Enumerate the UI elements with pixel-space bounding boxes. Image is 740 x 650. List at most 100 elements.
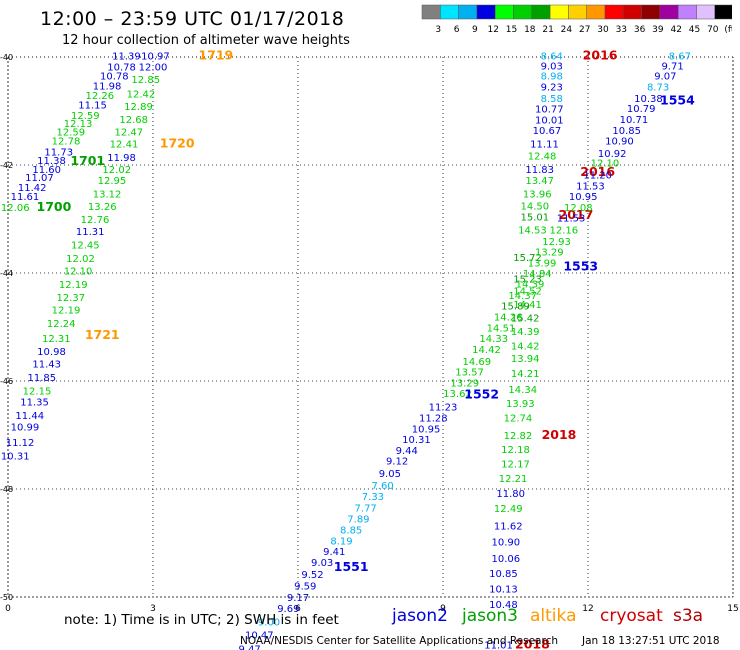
legend-s3a: s3a xyxy=(673,606,704,626)
x-tick-label: 15 xyxy=(727,604,738,614)
wave-height-value: 12.02 xyxy=(102,165,131,176)
wave-height-value: 10.95 xyxy=(412,424,441,435)
x-tick-label: 6 xyxy=(295,604,301,614)
wave-height-value: 9.07 xyxy=(654,72,676,83)
wave-height-value: 10.78 xyxy=(107,63,136,74)
wave-height-value: 8.64 xyxy=(541,52,563,63)
wave-height-value: 9.12 xyxy=(386,457,408,468)
pass-id-label: 1700 xyxy=(37,199,72,214)
wave-height-value: 11.98 xyxy=(93,81,122,92)
wave-height-value: 13.62 xyxy=(443,389,472,400)
wave-height-value: 9.71 xyxy=(661,61,683,72)
wave-height-value: 10.67 xyxy=(533,126,562,137)
wave-height-value: 8.73 xyxy=(647,82,669,93)
credit-line: NOAA/NESDIS Center for Satellite Applica… xyxy=(240,635,558,647)
wave-height-value: 11.43 xyxy=(32,360,61,371)
wave-height-value: 13.57 xyxy=(455,368,484,379)
wave-height-value: 12.19 xyxy=(52,306,81,317)
wave-height-value: 11.12 xyxy=(6,438,35,449)
y-tick-label: -40 xyxy=(0,53,13,62)
wave-height-value: 11.38 xyxy=(37,156,66,167)
wave-height-value: 10.90 xyxy=(492,538,521,549)
x-tick-label: 0 xyxy=(5,604,11,614)
pass-id-label: 1719 xyxy=(198,48,233,63)
wave-height-value: 8.98 xyxy=(541,72,563,83)
wave-height-value: 11.61 xyxy=(11,192,40,203)
wave-height-value: 11.42 xyxy=(18,183,47,194)
wave-height-value: 11.53 xyxy=(557,214,586,225)
wave-height-value: 8.58 xyxy=(541,94,563,105)
wave-height-value: 11.15 xyxy=(78,100,107,111)
wave-height-value: 7.33 xyxy=(362,492,384,503)
wave-height-value: 14.53 xyxy=(518,226,547,237)
wave-height-value: 14.52 xyxy=(513,287,542,298)
wave-height-value: 11.85 xyxy=(28,373,57,384)
wave-height-value: 13.93 xyxy=(506,399,535,410)
scale-label: 15 xyxy=(506,25,517,35)
wave-height-value: 8.19 xyxy=(330,537,352,548)
wave-height-value: 12.21 xyxy=(499,474,528,485)
wave-height-value: 11.53 xyxy=(576,181,605,192)
y-tick-label: -46 xyxy=(0,377,13,386)
scale-label: 21 xyxy=(542,25,553,35)
wave-height-value: 8.85 xyxy=(340,525,362,536)
pass-id-label: 1553 xyxy=(563,258,598,273)
scale-label: 42 xyxy=(670,25,681,35)
wave-height-value: 12.37 xyxy=(57,293,86,304)
wave-height-value: 8.67 xyxy=(669,52,691,63)
wave-height-value: 10.78 xyxy=(100,72,129,83)
wave-height-value: 9.69 xyxy=(277,604,299,615)
wave-height-value: 10.98 xyxy=(37,347,66,358)
wave-height-value: 12.31 xyxy=(42,334,71,345)
scale-label: 39 xyxy=(652,25,664,35)
units-note: note: 1) Time is in UTC; 2) SWH is in fe… xyxy=(64,612,339,628)
wave-height-value: 11.20 xyxy=(583,171,612,182)
wave-height-value: 9.05 xyxy=(379,469,401,480)
wave-height-value: 9.23 xyxy=(541,82,563,93)
wave-height-value: 10.95 xyxy=(569,192,598,203)
wave-height-value: 10.97 xyxy=(141,52,170,63)
wave-height-value: 9.59 xyxy=(294,581,316,592)
scale-label: 6 xyxy=(454,25,460,35)
generated-timestamp: Jan 18 13:27:51 UTC 2018 xyxy=(582,635,720,647)
x-tick-label: 3 xyxy=(150,604,156,614)
page-subtitle: 12 hour collection of altimeter wave hei… xyxy=(62,33,350,48)
wave-height-value: 13.29 xyxy=(450,378,479,389)
wave-height-value: 12.42 xyxy=(127,90,156,101)
wave-height-value: 12.76 xyxy=(81,215,110,226)
x-tick-label: 9 xyxy=(440,604,446,614)
wave-height-value: 12.19 xyxy=(59,280,88,291)
wave-height-value: 9.47 xyxy=(239,645,261,650)
wave-height-value: 12.02 xyxy=(66,254,95,265)
wave-height-value: 15.23 xyxy=(513,275,542,286)
scale-label: 33 xyxy=(616,25,627,35)
wave-height-value: 12.08 xyxy=(564,203,593,214)
wave-height-value: 10.06 xyxy=(492,554,521,565)
wave-height-value: 13.99 xyxy=(528,259,557,270)
wave-height-value: 10.38 xyxy=(634,94,663,105)
pass-id-label: 2016 xyxy=(583,48,618,63)
wave-height-value: 15.89 xyxy=(501,302,530,313)
x-tick-label: 12 xyxy=(582,604,593,614)
wave-height-value: 11.07 xyxy=(25,173,54,184)
wave-height-value: 15.42 xyxy=(511,314,540,325)
wave-height-value: 14.42 xyxy=(511,342,540,353)
wave-height-value: 9.17 xyxy=(287,593,309,604)
wave-height-value: 10.13 xyxy=(489,585,518,596)
wave-height-value: 11.73 xyxy=(44,147,73,158)
pass-id-label: 1721 xyxy=(85,327,120,342)
wave-height-value: 12.59 xyxy=(71,111,100,122)
wave-height-value: 11.28 xyxy=(419,414,448,425)
wave-height-value: 14.26 xyxy=(494,313,523,324)
scale-label: (ft) xyxy=(724,25,732,35)
scale-label: 12 xyxy=(487,25,498,35)
wave-height-value: 11.35 xyxy=(20,397,49,408)
pass-id-label: 2017 xyxy=(559,207,594,222)
wave-height-value: 9.03 xyxy=(311,558,333,569)
wave-height-value: 10.85 xyxy=(612,126,641,137)
wave-height-value: 14.21 xyxy=(511,369,540,380)
wave-height-value: 11.23 xyxy=(429,403,458,414)
wave-height-value: 12.49 xyxy=(494,504,523,515)
scale-swatch xyxy=(714,4,732,20)
scale-label: 30 xyxy=(597,25,609,35)
